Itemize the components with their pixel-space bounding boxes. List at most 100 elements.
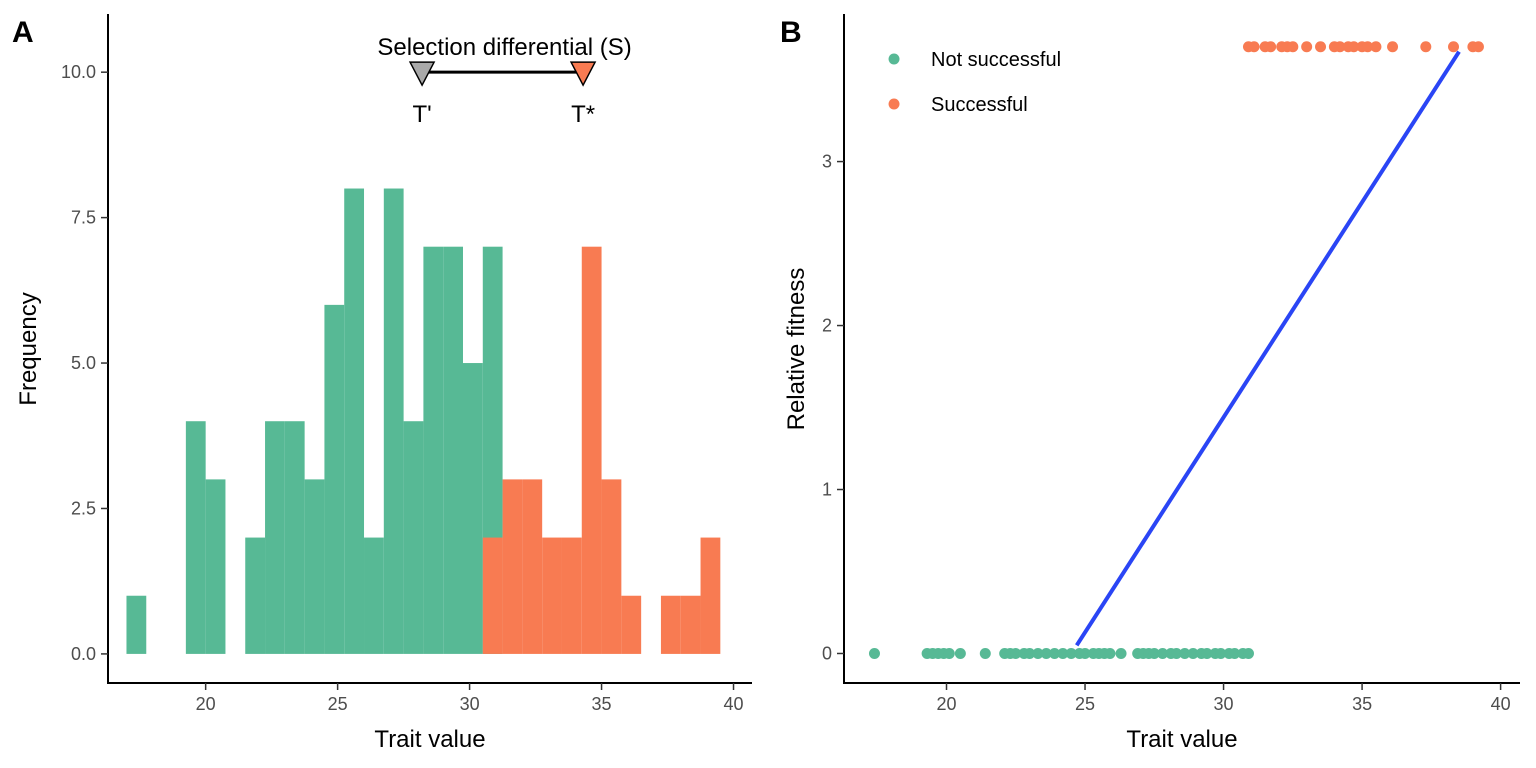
scatter-points [868, 41, 1484, 659]
point-not-successful [1242, 647, 1254, 659]
histogram-bar-successful [502, 479, 523, 654]
y-axis-title: Relative fitness [783, 268, 810, 431]
point-not-successful [1040, 647, 1052, 659]
x-tick-label: 25 [1075, 694, 1095, 714]
histogram-bar-not-successful [383, 188, 404, 654]
histogram-bar-successful [700, 537, 721, 654]
point-successful [1348, 41, 1360, 53]
y-tick-label: 10.0 [61, 62, 96, 82]
histogram-bar-not-successful [364, 537, 384, 654]
t-prime-label: T' [412, 101, 431, 128]
histogram-bar-not-successful [284, 421, 305, 654]
y-tick-label: 3 [822, 152, 832, 172]
panel-b-scatter: B Not successful Successful 20 25 30 35 40 0… [780, 14, 1520, 753]
histogram-bar-successful [601, 479, 622, 654]
y-tick-label: 0.0 [71, 644, 96, 664]
histogram-bar-not-successful [126, 595, 147, 654]
y-tick-label: 7.5 [71, 208, 96, 228]
histogram-bar-not-successful [403, 421, 424, 654]
histogram-bar-successful [660, 595, 681, 654]
histogram-bar-not-successful [324, 304, 345, 654]
legend-key-not-successful [888, 53, 900, 65]
x-tick-label: 30 [1214, 694, 1234, 714]
histogram-bar-successful [561, 537, 582, 654]
histogram-bar-successful [581, 246, 602, 654]
point-successful [1334, 41, 1346, 53]
point-successful [1248, 41, 1260, 53]
point-not-successful [943, 647, 955, 659]
x-axis-ticks: 20 25 30 35 40 [936, 683, 1511, 714]
histogram-bar-successful [621, 595, 642, 654]
point-not-successful [1157, 647, 1169, 659]
legend-label-successful: Successful [931, 94, 1028, 116]
histogram-bar-not-successful [185, 421, 206, 654]
x-tick-label: 40 [724, 694, 744, 714]
y-tick-label: 2.5 [71, 498, 96, 518]
selection-differential-title: Selection differential (S) [377, 34, 631, 61]
x-tick-label: 20 [196, 694, 216, 714]
histogram-bar-not-successful [443, 246, 463, 654]
t-prime-triangle-marker [408, 61, 436, 87]
x-axis-title: Trait value [1126, 726, 1237, 753]
point-not-successful [868, 647, 880, 659]
x-axis-ticks: 20 25 30 35 40 [196, 683, 744, 714]
x-axis-title: Trait value [374, 726, 485, 753]
point-not-successful [1079, 647, 1091, 659]
legend: Not successful Successful [888, 49, 1061, 116]
selection-differential-annotation: Selection differential (S) T' T* [377, 34, 631, 128]
point-successful [1362, 41, 1374, 53]
x-tick-label: 20 [936, 694, 956, 714]
point-not-successful [1065, 647, 1077, 659]
histogram-bar-successful [482, 537, 503, 654]
histogram-bar-successful [680, 595, 701, 654]
y-tick-label: 0 [822, 643, 832, 663]
y-tick-label: 2 [822, 316, 832, 336]
y-axis-ticks: 0.0 2.5 5.0 7.5 10.0 [61, 62, 108, 664]
point-not-successful [1115, 647, 1127, 659]
y-axis-title: Frequency [15, 292, 42, 405]
histogram-bar-not-successful [245, 537, 266, 654]
x-tick-label: 35 [592, 694, 612, 714]
point-not-successful [1201, 647, 1213, 659]
t-star-triangle-marker [569, 61, 597, 87]
point-not-successful [1024, 647, 1036, 659]
histogram-bar-successful [522, 479, 543, 654]
point-successful [1265, 41, 1277, 53]
legend-key-successful [888, 98, 900, 110]
point-successful [1472, 41, 1484, 53]
point-successful [1301, 41, 1313, 53]
point-not-successful [1215, 647, 1227, 659]
histogram-bar-successful [542, 537, 562, 654]
point-not-successful [1057, 647, 1069, 659]
point-successful [1315, 41, 1327, 53]
histogram-bar-not-successful [205, 479, 226, 654]
histogram-bars [126, 188, 721, 654]
histogram-bar-not-successful [423, 246, 444, 654]
histogram-bar-not-successful [304, 479, 325, 654]
point-not-successful [1187, 647, 1199, 659]
point-not-successful [1170, 647, 1182, 659]
t-star-label: T* [571, 101, 595, 128]
x-tick-label: 30 [460, 694, 480, 714]
point-successful [1387, 41, 1399, 53]
point-successful [1420, 41, 1432, 53]
point-not-successful [979, 647, 991, 659]
x-tick-label: 35 [1352, 694, 1372, 714]
point-successful [1448, 41, 1460, 53]
panel-a-tag: A [12, 16, 34, 49]
point-not-successful [1104, 647, 1116, 659]
y-axis-ticks: 0 1 2 3 [822, 152, 844, 663]
histogram-bar-not-successful [344, 188, 365, 654]
point-not-successful [1148, 647, 1160, 659]
point-not-successful [1010, 647, 1022, 659]
panel-b-tag: B [780, 16, 802, 49]
point-not-successful [1032, 647, 1044, 659]
point-not-successful [954, 647, 966, 659]
point-not-successful [1179, 647, 1191, 659]
histogram-bar-not-successful [462, 363, 483, 654]
histogram-bar-not-successful [265, 421, 285, 654]
x-tick-label: 25 [328, 694, 348, 714]
point-successful [1370, 41, 1382, 53]
point-successful [1287, 41, 1299, 53]
